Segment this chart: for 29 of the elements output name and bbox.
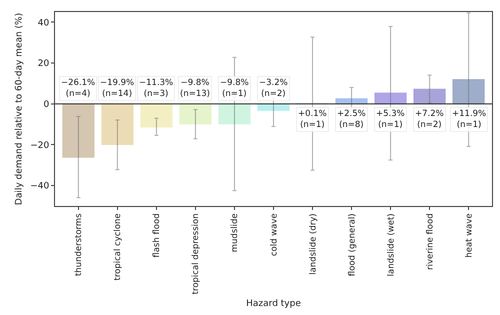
x-tick-label: thunderstorms (74, 212, 84, 276)
data-label: −26.1% (n=4) (61, 78, 96, 100)
x-tick-label: cold wave (269, 213, 280, 256)
data-label: −11.3% (n=3) (139, 78, 174, 100)
y-tick-label: −20 (30, 140, 50, 151)
data-label: −19.9% (n=14) (100, 78, 134, 100)
y-tick-label: 0 (43, 100, 50, 110)
x-axis-title: Hazard type (246, 299, 302, 310)
x-tick-label: mudslide (230, 213, 240, 252)
data-label: +11.9% (n=1) (452, 109, 486, 130)
x-tick-label: heat wave (464, 213, 474, 258)
y-tick-label: 20 (38, 59, 50, 70)
data-label: −9.8% (n=1) (220, 78, 249, 100)
data-label: −3.2% (n=2) (259, 78, 288, 100)
data-label: −9.8% (n=13) (180, 78, 210, 100)
data-label: +7.2% (n=2) (415, 109, 444, 130)
y-tick-label: −40 (30, 182, 50, 192)
x-tick-label: landslide (wet) (386, 213, 396, 276)
x-tick-label: tropical cyclone (113, 213, 124, 281)
y-axis-title: Daily demand relative to 60-day mean (%) (14, 12, 25, 206)
data-label: +2.5% (n=8) (337, 109, 366, 130)
x-tick-label: tropical depression (191, 213, 202, 294)
x-tick-label: riverine flood (425, 213, 436, 270)
x-tick-label: flood (general) (347, 213, 358, 276)
x-tick-label: landslide (dry) (308, 213, 318, 275)
data-label: +0.1% (n=1) (298, 109, 327, 130)
x-tick-label: flash flood (152, 213, 162, 258)
y-tick-label: 40 (38, 18, 50, 28)
data-label: +5.3% (n=1) (376, 109, 405, 130)
